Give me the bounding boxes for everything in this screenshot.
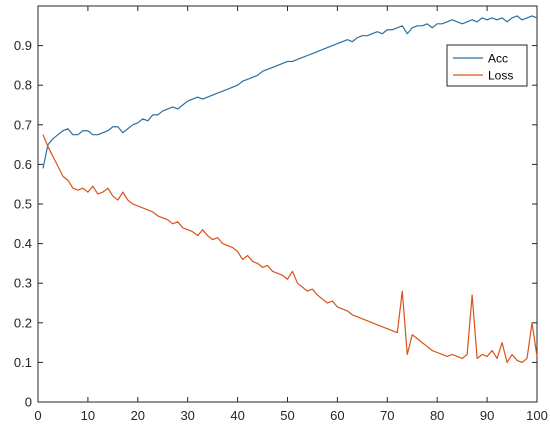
legend-label-acc: Acc xyxy=(488,52,508,66)
x-tick-label: 30 xyxy=(180,408,194,423)
y-tick-label: 0.2 xyxy=(14,315,32,330)
x-tick-label: 80 xyxy=(430,408,444,423)
series-line-loss xyxy=(42,134,538,363)
y-tick-label: 0.7 xyxy=(14,117,32,132)
y-tick-label: 0 xyxy=(25,395,32,410)
legend-label-loss: Loss xyxy=(488,69,513,83)
x-tick-label: 50 xyxy=(280,408,294,423)
x-tick-label: 90 xyxy=(480,408,494,423)
series-line-acc xyxy=(42,15,538,169)
x-tick-label: 40 xyxy=(230,408,244,423)
y-tick-label: 0.8 xyxy=(14,78,32,93)
x-tick-label: 20 xyxy=(131,408,145,423)
y-tick-label: 0.3 xyxy=(14,276,32,291)
x-tick-label: 10 xyxy=(81,408,95,423)
y-tick-label: 0.9 xyxy=(14,38,32,53)
y-tick-label: 0.4 xyxy=(14,236,32,251)
x-tick-label: 70 xyxy=(380,408,394,423)
legend-box xyxy=(446,44,528,87)
y-tick-label: 0.5 xyxy=(14,197,32,212)
x-tick-label: 100 xyxy=(526,408,548,423)
x-tick-label: 0 xyxy=(34,408,41,423)
x-tick-label: 60 xyxy=(330,408,344,423)
y-tick-label: 0.1 xyxy=(14,355,32,370)
y-tick-label: 0.6 xyxy=(14,157,32,172)
